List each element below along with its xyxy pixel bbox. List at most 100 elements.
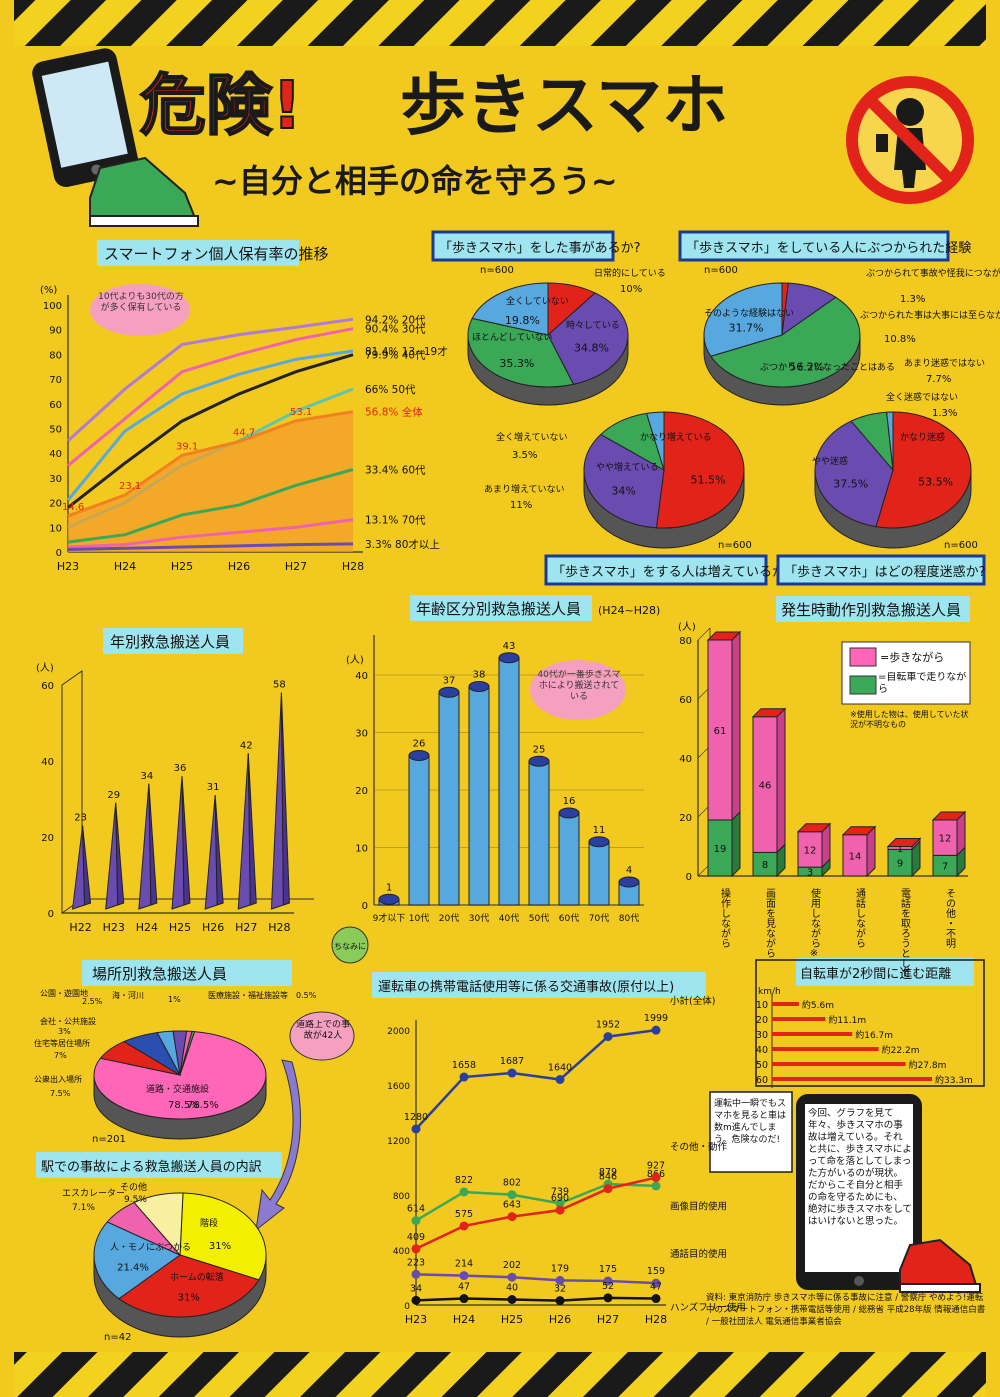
accident-ytick: 1200 bbox=[387, 1137, 410, 1147]
station-title: 駅での事故による救急搬送人員の内訳 bbox=[41, 1159, 262, 1175]
ownership-series-line-0 bbox=[66, 317, 354, 442]
accident-data-label: 214 bbox=[455, 1259, 473, 1270]
motion-gridline bbox=[697, 627, 711, 641]
motion-bar-top-4 bbox=[886, 838, 922, 847]
ownership-point-label: 23.1 bbox=[119, 481, 141, 492]
motion-data-label: 1 bbox=[897, 844, 903, 855]
accident-point bbox=[507, 1190, 517, 1200]
yearly-data-label: 29 bbox=[107, 790, 120, 801]
age-title: 年齢区分別救急搬送人員 bbox=[416, 600, 581, 618]
age-bar-top-0 bbox=[378, 893, 400, 905]
station-slice-label: 人・モノにぶつかる bbox=[110, 1242, 191, 1253]
motion-bar-top-1 bbox=[751, 708, 787, 718]
motion-title: 発生時動作別救急搬送人員 bbox=[781, 601, 961, 619]
distance-data-label: 約22.2m bbox=[882, 1044, 920, 1056]
yearly-xtick: H26 bbox=[202, 921, 224, 934]
accident-ytick: 400 bbox=[393, 1247, 410, 1257]
yearly-bar-side-2 bbox=[148, 783, 158, 906]
accident-point bbox=[411, 1295, 421, 1305]
age-data-label: 16 bbox=[563, 796, 576, 807]
accident-xtick: H28 bbox=[645, 1313, 667, 1326]
ownership-series-label: 33.4% 60代 bbox=[365, 465, 426, 477]
distance-ytick: 30 bbox=[756, 1030, 768, 1041]
station-slice-value: 21.4% bbox=[117, 1263, 149, 1274]
motion-legend-bike: =自転車で走りながら bbox=[878, 672, 967, 695]
accident-data-label: 1658 bbox=[452, 1060, 476, 1071]
accident-series-line-4 bbox=[415, 1296, 657, 1302]
distance-data-label: 約27.8m bbox=[909, 1059, 947, 1071]
age-bar-2 bbox=[438, 691, 460, 906]
motion-legend-walk: =歩きながら bbox=[880, 650, 944, 664]
motion-xtick: 画面を見ながら bbox=[764, 888, 776, 958]
yearly-data-label: 42 bbox=[240, 740, 253, 751]
ownership-ytick: 0 bbox=[56, 548, 62, 559]
yearly-xtick: H27 bbox=[235, 921, 257, 934]
age-data-label: 25 bbox=[533, 744, 546, 755]
accident-xtick: H25 bbox=[501, 1313, 523, 1326]
motion-bar-side-0-0 bbox=[731, 630, 741, 822]
q3-title: 「歩きスマホ」をする人は増えているか? bbox=[552, 565, 792, 580]
chart-ownership: 0 10 20 30 40 50 60 70 80 90 100 H23 H24 H25 H26 H27 H28… bbox=[40, 285, 448, 573]
station-slice-4 bbox=[133, 1192, 184, 1257]
accident-data-label: 1687 bbox=[500, 1056, 524, 1067]
yearly-xtick: H22 bbox=[69, 921, 91, 934]
yearly-data-label: 23 bbox=[74, 813, 87, 824]
accident-data-label: 1640 bbox=[548, 1063, 572, 1074]
age-bar-top-4 bbox=[498, 652, 520, 664]
accident-point bbox=[651, 1181, 661, 1191]
q2-slice-value: 1.3% bbox=[900, 294, 925, 305]
age-ytick: 20 bbox=[355, 786, 368, 797]
motion-ytick: 60 bbox=[679, 695, 692, 706]
accident-point bbox=[411, 1244, 421, 1254]
station-slice-1 bbox=[118, 1254, 260, 1318]
distance-ytick: 50 bbox=[756, 1060, 768, 1071]
station-title-box bbox=[36, 1152, 282, 1178]
accident-data-label: 690 bbox=[551, 1193, 569, 1204]
q2-slice-2 bbox=[710, 296, 861, 388]
ownership-ytick: 30 bbox=[49, 474, 62, 485]
age-xtick: 50代 bbox=[529, 913, 549, 924]
motion-bar-top-2 bbox=[796, 823, 832, 833]
motion-note: ※使用した物は、使用していた状況が不明なもの bbox=[850, 710, 969, 729]
station-slice-value: 31% bbox=[178, 1293, 200, 1304]
ownership-ytick: 70 bbox=[49, 375, 62, 386]
accident-data-label: 202 bbox=[503, 1260, 521, 1271]
distance-ytick: 60 bbox=[756, 1075, 768, 1086]
age-data-label: 26 bbox=[413, 739, 426, 750]
age-period: (H24~H28) bbox=[598, 604, 660, 617]
station-slice-label: 階段 bbox=[200, 1217, 218, 1229]
sneaker-icon bbox=[89, 156, 199, 227]
motion-legend-swatch-bike bbox=[849, 675, 877, 695]
ownership-ytick: 10 bbox=[49, 523, 62, 534]
accident-series-line-1 bbox=[415, 1182, 657, 1222]
accident-data-label: 52 bbox=[602, 1281, 614, 1292]
accident-data-label: 846 bbox=[599, 1172, 617, 1183]
motion-bar-1-4 bbox=[887, 848, 913, 877]
age-bar-6 bbox=[558, 812, 580, 906]
yearly-bar-side-3 bbox=[181, 776, 191, 906]
accident-point bbox=[459, 1072, 469, 1082]
place-slice-label: 医療施設・福祉施設等 bbox=[208, 990, 288, 1000]
age-xtick: 40代 bbox=[499, 913, 519, 924]
age-bar-7 bbox=[588, 841, 610, 906]
age-data-label: 43 bbox=[503, 641, 516, 652]
q1-slice-value: 35.3% bbox=[499, 357, 534, 370]
ownership-series-line-8 bbox=[67, 542, 354, 552]
chart-distance: km/h 10 約5.6m 20 約11.1m 30 約16.7m 40 約22.2m 50 約27… bbox=[755, 959, 985, 1088]
q4-slice-label: あまり迷惑ではない bbox=[904, 357, 985, 369]
q4-slice-label: 全く迷惑ではない bbox=[886, 391, 958, 403]
accident-point bbox=[459, 1187, 469, 1197]
accident-point bbox=[603, 1184, 613, 1194]
accident-xtick: H27 bbox=[597, 1313, 619, 1326]
accident-data-label: 223 bbox=[407, 1257, 425, 1268]
age-ytick: 10 bbox=[355, 844, 368, 855]
accident-point bbox=[507, 1068, 517, 1078]
yearly-data-label: 58 bbox=[273, 680, 286, 691]
accident-title: 運転車の携帯電話使用等に係る交通事故(原付以上) bbox=[378, 979, 674, 995]
motion-bar-top-3 bbox=[841, 826, 877, 836]
svg-text:ちなみに: ちなみに bbox=[334, 942, 366, 951]
accident-data-label: 47 bbox=[650, 1282, 662, 1293]
accident-point bbox=[603, 1293, 613, 1303]
q1-slice-3 bbox=[471, 282, 549, 336]
